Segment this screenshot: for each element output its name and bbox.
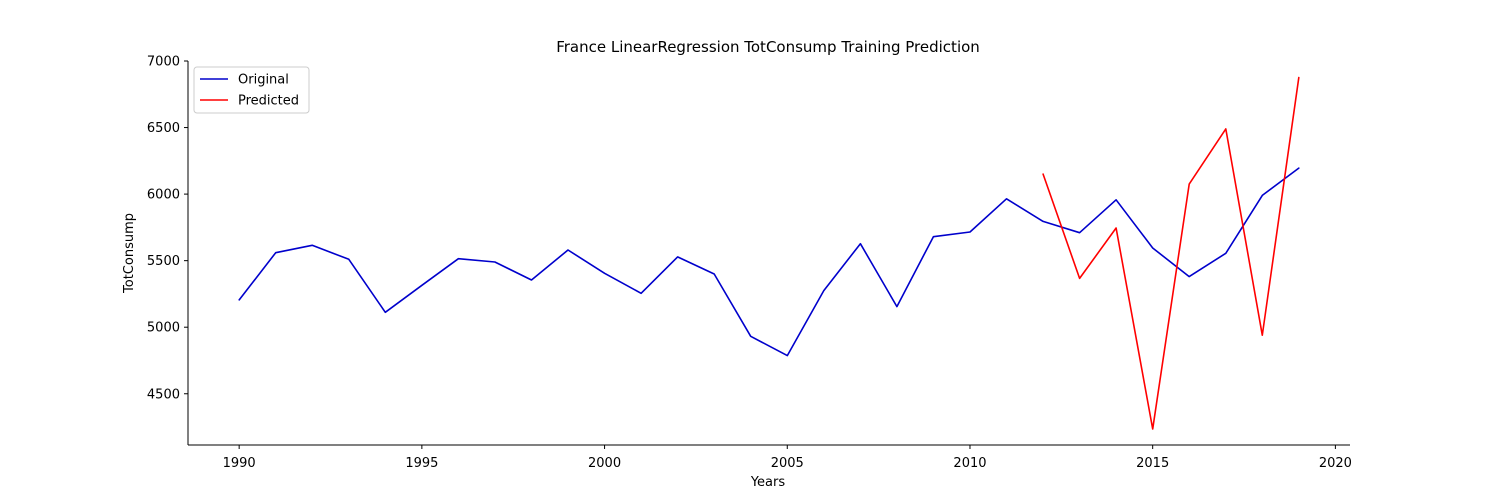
x-tick-label: 2020 [1319,456,1352,471]
legend-label-original: Original [238,73,289,88]
y-tick-label: 6000 [147,188,180,203]
legend: Original Predicted [193,66,310,114]
x-tick-label: 2005 [771,456,804,471]
x-tick-label: 1995 [405,456,438,471]
x-tick-label: 2010 [953,456,986,471]
y-tick-label: 5500 [147,254,180,269]
y-axis-label: TotConsump [122,213,137,294]
series-line-predicted [1042,76,1300,430]
x-axis-label: Years [750,475,786,490]
x-tick-label: 1990 [223,456,256,471]
x-tick-label: 2000 [588,456,621,471]
series-layer [238,76,1300,430]
x-tick-label: 2015 [1136,456,1169,471]
y-tick-label: 7000 [147,55,180,70]
x-axis-ticks: 1990 1995 2000 2005 2010 2015 2020 [223,445,1352,471]
chart-title: France LinearRegression TotConsump Train… [556,38,980,56]
y-axis-ticks: 4500 5000 5500 6000 6500 7000 [147,55,188,402]
y-tick-label: 5000 [147,321,180,336]
y-tick-label: 6500 [147,121,180,136]
series-line-original [238,167,1300,357]
y-tick-label: 4500 [147,387,180,402]
legend-label-predicted: Predicted [238,94,299,109]
